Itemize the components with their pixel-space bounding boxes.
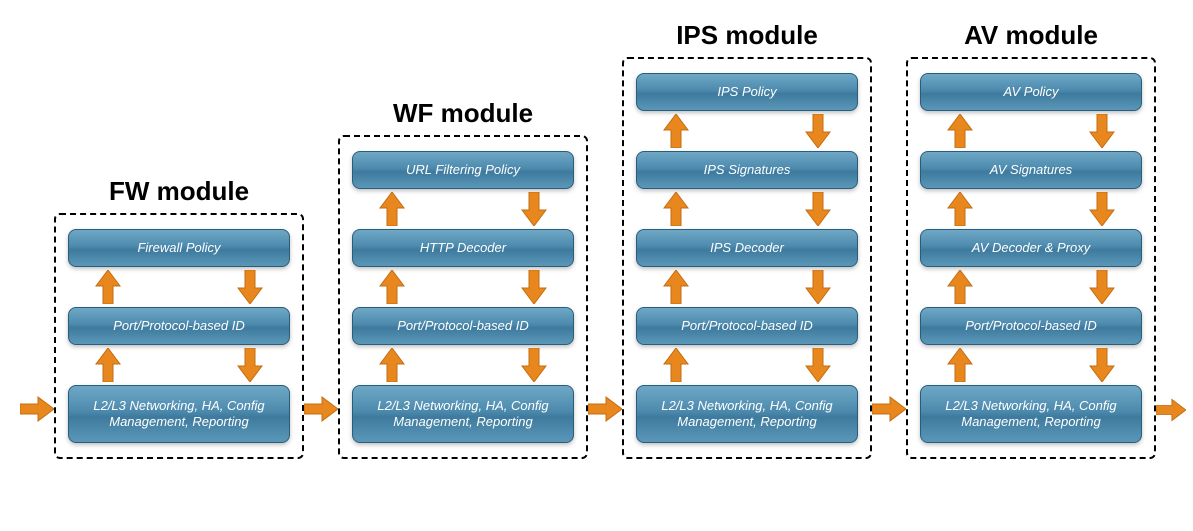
bidir-arrows bbox=[94, 267, 264, 307]
module-title: WF module bbox=[393, 98, 533, 129]
up-arrow-icon bbox=[378, 348, 406, 382]
stack-box: URL Filtering Policy bbox=[352, 151, 574, 189]
module-box: IPS Policy IPS Signatures IPS Decoder Po… bbox=[622, 57, 872, 459]
up-arrow-icon bbox=[662, 114, 690, 148]
bidir-arrows bbox=[378, 189, 548, 229]
bidir-arrows bbox=[662, 111, 832, 151]
stack-box: Port/Protocol-based ID bbox=[68, 307, 290, 345]
stack-box: L2/L3 Networking, HA, Config Management,… bbox=[636, 385, 858, 443]
up-arrow-icon bbox=[946, 348, 974, 382]
flow-arrow bbox=[304, 395, 338, 423]
up-arrow-icon bbox=[378, 270, 406, 304]
down-arrow-icon bbox=[1088, 114, 1116, 148]
up-arrow-icon bbox=[946, 270, 974, 304]
up-arrow-icon bbox=[94, 348, 122, 382]
down-arrow-icon bbox=[804, 348, 832, 382]
down-arrow-icon bbox=[520, 348, 548, 382]
module-fw: FW module Firewall Policy Port/Protocol-… bbox=[54, 176, 304, 459]
stack-box: Firewall Policy bbox=[68, 229, 290, 267]
stack-box: HTTP Decoder bbox=[352, 229, 574, 267]
module-wf: WF module URL Filtering Policy HTTP Deco… bbox=[338, 98, 588, 459]
down-arrow-icon bbox=[520, 192, 548, 226]
flow-arrow-out bbox=[1156, 397, 1186, 423]
bidir-arrows bbox=[378, 345, 548, 385]
module-title: FW module bbox=[109, 176, 249, 207]
stack-box: L2/L3 Networking, HA, Config Management,… bbox=[352, 385, 574, 443]
module-box: AV Policy AV Signatures AV Decoder & Pro… bbox=[906, 57, 1156, 459]
flow-arrow-in bbox=[20, 395, 54, 423]
up-arrow-icon bbox=[946, 192, 974, 226]
bidir-arrows bbox=[662, 345, 832, 385]
down-arrow-icon bbox=[236, 348, 264, 382]
right-arrow-icon bbox=[1156, 397, 1186, 423]
down-arrow-icon bbox=[804, 114, 832, 148]
stack-box: AV Signatures bbox=[920, 151, 1142, 189]
stack-box: IPS Decoder bbox=[636, 229, 858, 267]
bidir-arrows bbox=[378, 267, 548, 307]
bidir-arrows bbox=[946, 111, 1116, 151]
up-arrow-icon bbox=[662, 192, 690, 226]
stack-box: IPS Signatures bbox=[636, 151, 858, 189]
right-arrow-icon bbox=[20, 395, 54, 423]
stack-box: AV Policy bbox=[920, 73, 1142, 111]
stack-box: AV Decoder & Proxy bbox=[920, 229, 1142, 267]
up-arrow-icon bbox=[946, 114, 974, 148]
stack-box: Port/Protocol-based ID bbox=[636, 307, 858, 345]
flow-arrow bbox=[588, 395, 622, 423]
right-arrow-icon bbox=[872, 395, 906, 423]
module-box: URL Filtering Policy HTTP Decoder Port/P… bbox=[338, 135, 588, 459]
flow-arrow bbox=[872, 395, 906, 423]
bidir-arrows bbox=[662, 267, 832, 307]
down-arrow-icon bbox=[520, 270, 548, 304]
stack-box: Port/Protocol-based ID bbox=[920, 307, 1142, 345]
module-box: Firewall Policy Port/Protocol-based ID L… bbox=[54, 213, 304, 459]
diagram-root: FW module Firewall Policy Port/Protocol-… bbox=[20, 20, 1173, 459]
stack-box: L2/L3 Networking, HA, Config Management,… bbox=[68, 385, 290, 443]
stack-box: Port/Protocol-based ID bbox=[352, 307, 574, 345]
stack-box: L2/L3 Networking, HA, Config Management,… bbox=[920, 385, 1142, 443]
down-arrow-icon bbox=[236, 270, 264, 304]
stack-box: IPS Policy bbox=[636, 73, 858, 111]
bidir-arrows bbox=[946, 267, 1116, 307]
right-arrow-icon bbox=[588, 395, 622, 423]
bidir-arrows bbox=[662, 189, 832, 229]
up-arrow-icon bbox=[662, 348, 690, 382]
down-arrow-icon bbox=[804, 192, 832, 226]
down-arrow-icon bbox=[804, 270, 832, 304]
up-arrow-icon bbox=[662, 270, 690, 304]
bidir-arrows bbox=[946, 189, 1116, 229]
up-arrow-icon bbox=[94, 270, 122, 304]
down-arrow-icon bbox=[1088, 270, 1116, 304]
module-title: IPS module bbox=[676, 20, 818, 51]
bidir-arrows bbox=[94, 345, 264, 385]
module-title: AV module bbox=[964, 20, 1098, 51]
module-av: AV module AV Policy AV Signatures AV Dec… bbox=[906, 20, 1156, 459]
up-arrow-icon bbox=[378, 192, 406, 226]
down-arrow-icon bbox=[1088, 192, 1116, 226]
down-arrow-icon bbox=[1088, 348, 1116, 382]
module-ips: IPS module IPS Policy IPS Signatures IPS… bbox=[622, 20, 872, 459]
right-arrow-icon bbox=[304, 395, 338, 423]
bidir-arrows bbox=[946, 345, 1116, 385]
